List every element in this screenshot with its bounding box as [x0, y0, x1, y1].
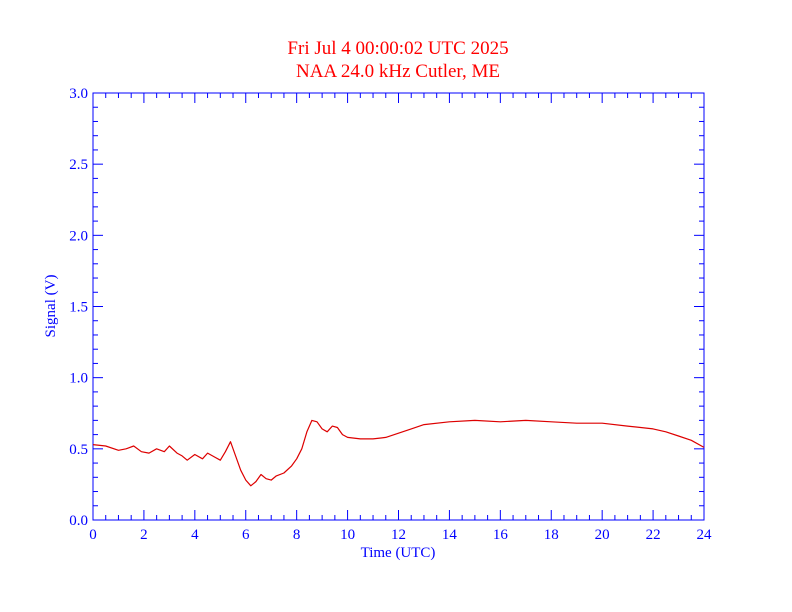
x-tick-label: 20 [595, 527, 610, 543]
x-tick-label: 10 [340, 527, 355, 543]
chart-subtitle: NAA 24.0 kHz Cutler, ME [296, 61, 500, 82]
x-tick-label: 22 [646, 527, 661, 543]
y-tick-label: 2.5 [69, 157, 88, 173]
y-tick-label: 2.0 [69, 228, 88, 244]
y-tick-label: 3.0 [69, 86, 88, 102]
y-tick-label: 1.5 [69, 300, 88, 316]
x-tick-label: 2 [140, 527, 148, 543]
y-tick-label: 1.0 [69, 371, 88, 387]
y-tick-label: 0.5 [69, 442, 88, 458]
x-tick-label: 16 [493, 527, 509, 543]
y-axis-label: Signal (V) [43, 275, 59, 338]
x-tick-label: 14 [442, 527, 458, 543]
chart-title: Fri Jul 4 00:00:02 UTC 2025 [287, 38, 508, 59]
x-axis-label: Time (UTC) [361, 545, 436, 561]
series-line-0 [92, 419, 705, 487]
x-tick-label: 12 [391, 527, 406, 543]
x-tick-label: 0 [89, 527, 97, 543]
x-tick-label: 18 [544, 527, 559, 543]
x-tick-label: 24 [697, 527, 713, 543]
x-tick-label: 4 [191, 527, 199, 543]
axes: 0 2 4 6 8 10 12 14 16 18 20 22 240.00.51.01.52.02.53… [69, 86, 712, 543]
series-layer [92, 419, 705, 487]
x-tick-label: 8 [293, 527, 301, 543]
x-tick-label: 6 [242, 527, 250, 543]
y-tick-label: 0.0 [69, 513, 88, 529]
